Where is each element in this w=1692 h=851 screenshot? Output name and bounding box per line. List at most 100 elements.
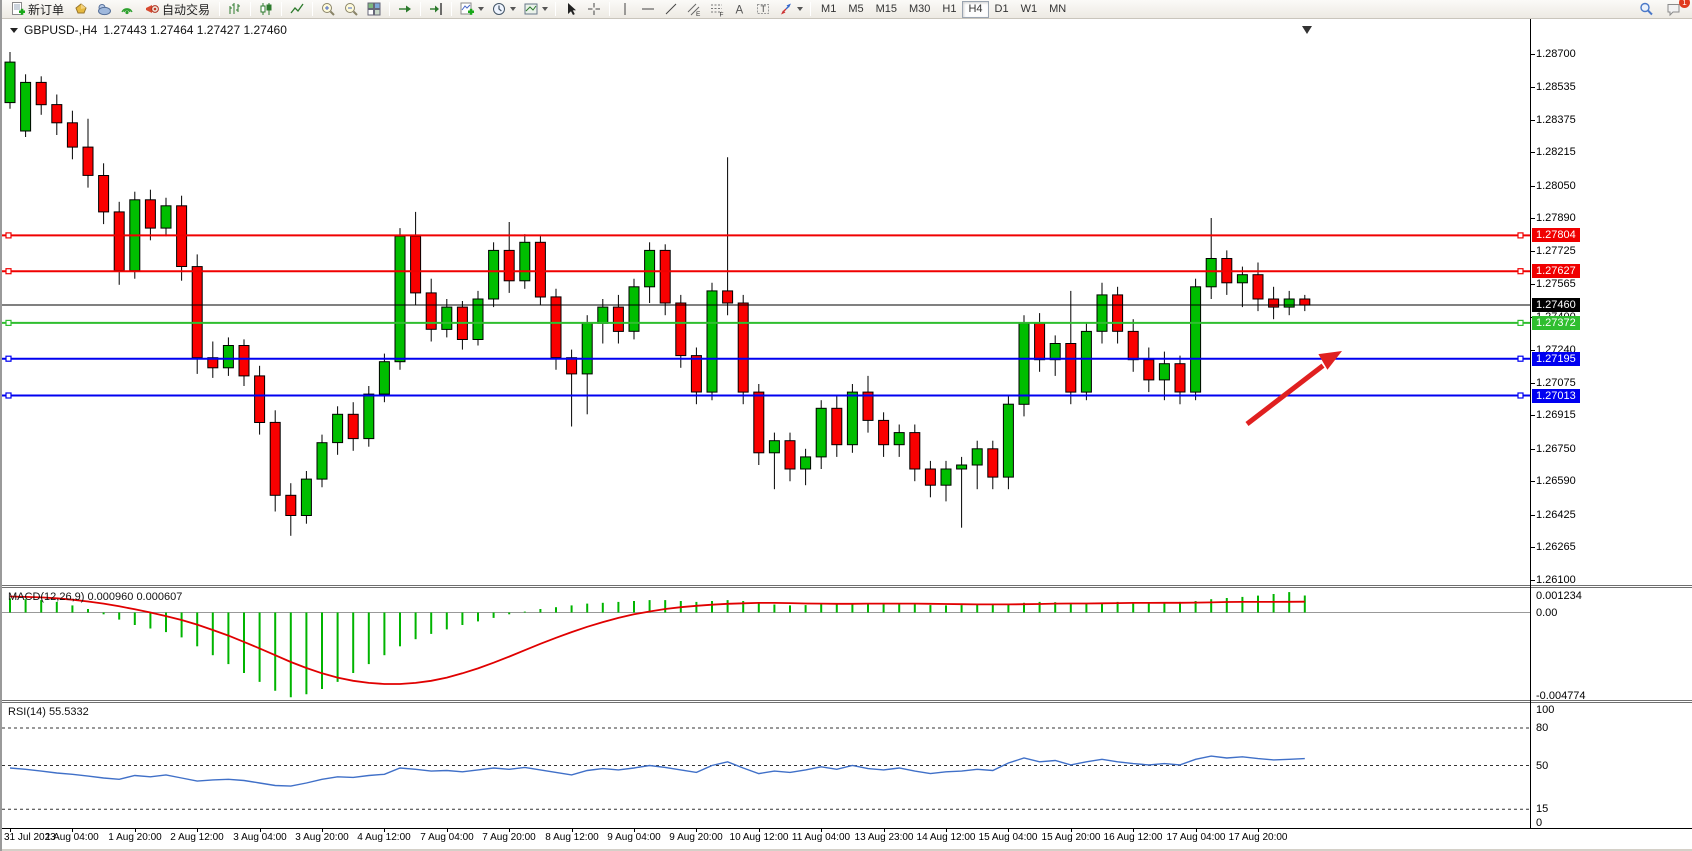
price-line-flag: 1.27804 xyxy=(1532,228,1580,242)
toolbar-separator xyxy=(420,2,422,16)
toolbar-separator xyxy=(281,2,283,16)
axis-tick xyxy=(1530,218,1535,219)
vertical-line-button[interactable] xyxy=(614,1,636,18)
time-axis-label: 14 Aug 12:00 xyxy=(916,832,976,843)
label-button[interactable]: T xyxy=(752,1,774,18)
timeframe-button-M30[interactable]: M30 xyxy=(909,3,931,15)
time-axis-tick xyxy=(384,828,385,832)
candlestick-chart-button[interactable] xyxy=(255,1,277,18)
community-cloud-icon xyxy=(96,1,112,17)
timeframe-button-W1[interactable]: W1 xyxy=(1020,3,1038,15)
text-button[interactable]: A xyxy=(729,1,751,18)
horizontal-line-button[interactable] xyxy=(637,1,659,18)
templates-button[interactable] xyxy=(520,1,551,18)
timeframe-button-H1[interactable]: H1 xyxy=(942,3,957,15)
signals-button[interactable] xyxy=(116,1,138,18)
axis-tick xyxy=(1530,120,1535,121)
time-axis-tick xyxy=(197,828,198,832)
trendline-button[interactable] xyxy=(660,1,682,18)
time-axis-tick xyxy=(1196,828,1197,832)
equidistant-channel-button[interactable]: E xyxy=(683,1,705,18)
time-axis-label: 3 Aug 20:00 xyxy=(295,832,349,843)
tile-windows-button[interactable] xyxy=(363,1,385,18)
chart-area[interactable]: GBPUSD-,H4 1.27443 1.27464 1.27427 1.274… xyxy=(2,19,1692,851)
timeframe-button-D1[interactable]: D1 xyxy=(994,3,1009,15)
axis-tick xyxy=(1530,449,1535,450)
gold-nugget-button[interactable] xyxy=(70,1,92,18)
zoom-in-button[interactable] xyxy=(317,1,339,18)
time-axis[interactable]: 31 Jul 2023 1 Aug 04:00 1 Aug 20:00 2 Aug 1… xyxy=(2,828,1692,849)
time-axis-tick xyxy=(10,828,11,832)
axis-tick xyxy=(1530,251,1535,252)
pane-separator[interactable] xyxy=(2,700,1692,703)
toolbar-separator xyxy=(609,2,611,16)
price-line-flag: 1.27627 xyxy=(1532,264,1580,278)
main-price-pane[interactable] xyxy=(2,19,1530,585)
time-axis-label: 15 Aug 20:00 xyxy=(1041,832,1101,843)
time-axis-label: 7 Aug 20:00 xyxy=(482,832,536,843)
pane-separator[interactable] xyxy=(2,585,1692,588)
toolbar-separator xyxy=(555,2,557,16)
indicators-button[interactable] xyxy=(456,1,487,18)
periods-dropdown-caret xyxy=(510,7,517,11)
time-axis-label: 15 Aug 04:00 xyxy=(978,832,1038,843)
toolbar: 新订单 自动交易 E F A xyxy=(2,0,1692,19)
timeframe-button-M1[interactable]: M1 xyxy=(821,3,837,15)
time-axis-tick xyxy=(135,828,136,832)
timeframe-button-M5[interactable]: M5 xyxy=(848,3,864,15)
ohlc-values: 1.27443 1.27464 1.27427 1.27460 xyxy=(103,23,287,37)
tile-windows-icon xyxy=(366,1,382,17)
fibonacci-button[interactable]: F xyxy=(706,1,728,18)
chart-shift-button[interactable] xyxy=(425,1,447,18)
zoom-out-icon xyxy=(343,1,359,17)
axis-tick xyxy=(1530,415,1535,416)
crosshair-button[interactable] xyxy=(583,1,605,18)
search-button[interactable] xyxy=(1635,1,1657,18)
time-axis-label: 16 Aug 12:00 xyxy=(1103,832,1163,843)
rsi-indicator-label: RSI(14) 55.5332 xyxy=(8,706,89,718)
axis-tick xyxy=(1530,87,1535,88)
one-click-trading-collapse-icon[interactable] xyxy=(10,27,18,33)
arrows-button[interactable] xyxy=(775,1,806,18)
new-order-label: 新订单 xyxy=(28,2,65,17)
axis-tick xyxy=(1530,186,1535,187)
time-axis-label: 10 Aug 12:00 xyxy=(729,832,789,843)
timeframe-bar: M1 M5 M15 M30 H1 H4 D1 W1 MN xyxy=(815,0,1072,18)
autotrading-button[interactable]: 自动交易 xyxy=(139,1,215,18)
bar-chart-button[interactable] xyxy=(224,1,246,18)
time-axis-label: 7 Aug 04:00 xyxy=(420,832,474,843)
macd-pane[interactable] xyxy=(2,588,1530,700)
line-chart-button[interactable] xyxy=(286,1,308,18)
rsi-pane[interactable] xyxy=(2,703,1530,828)
cursor-button[interactable] xyxy=(560,1,582,18)
svg-text:A: A xyxy=(736,5,744,17)
timeframe-button-MN[interactable]: MN xyxy=(1049,3,1067,15)
price-axis-label: 1.26425 xyxy=(1536,509,1576,521)
time-axis-tick xyxy=(884,828,885,832)
time-axis-tick xyxy=(634,828,635,832)
notifications-button[interactable]: 1 xyxy=(1663,0,1690,18)
toolbar-separator xyxy=(810,2,812,16)
svg-text:E: E xyxy=(696,11,701,17)
time-axis-label: 1 Aug 20:00 xyxy=(108,832,162,843)
time-axis-label: 31 Jul 2023 xyxy=(4,832,56,843)
svg-text:F: F xyxy=(720,12,724,18)
symbol-period-label: GBPUSD-,H4 xyxy=(24,23,98,37)
chart-header: GBPUSD-,H4 1.27443 1.27464 1.27427 1.274… xyxy=(10,23,287,37)
timeframe-button-H4[interactable]: H4 xyxy=(962,0,989,18)
crosshair-icon xyxy=(586,1,602,17)
price-axis-label: 1.28535 xyxy=(1536,81,1576,93)
periods-button[interactable] xyxy=(488,1,519,18)
macd-axis-label: -0.004774 xyxy=(1536,690,1586,702)
auto-scroll-button[interactable] xyxy=(394,1,416,18)
macd-axis-label: 0.001234 xyxy=(1536,590,1582,602)
community-cloud-button[interactable] xyxy=(93,1,115,18)
new-order-button[interactable]: 新订单 xyxy=(5,1,69,18)
arrows-dropdown-caret xyxy=(797,7,804,11)
axis-tick xyxy=(1530,152,1535,153)
indicators-icon xyxy=(459,1,475,17)
time-axis-tick xyxy=(447,828,448,832)
timeframe-button-M15[interactable]: M15 xyxy=(875,3,897,15)
zoom-out-button[interactable] xyxy=(340,1,362,18)
